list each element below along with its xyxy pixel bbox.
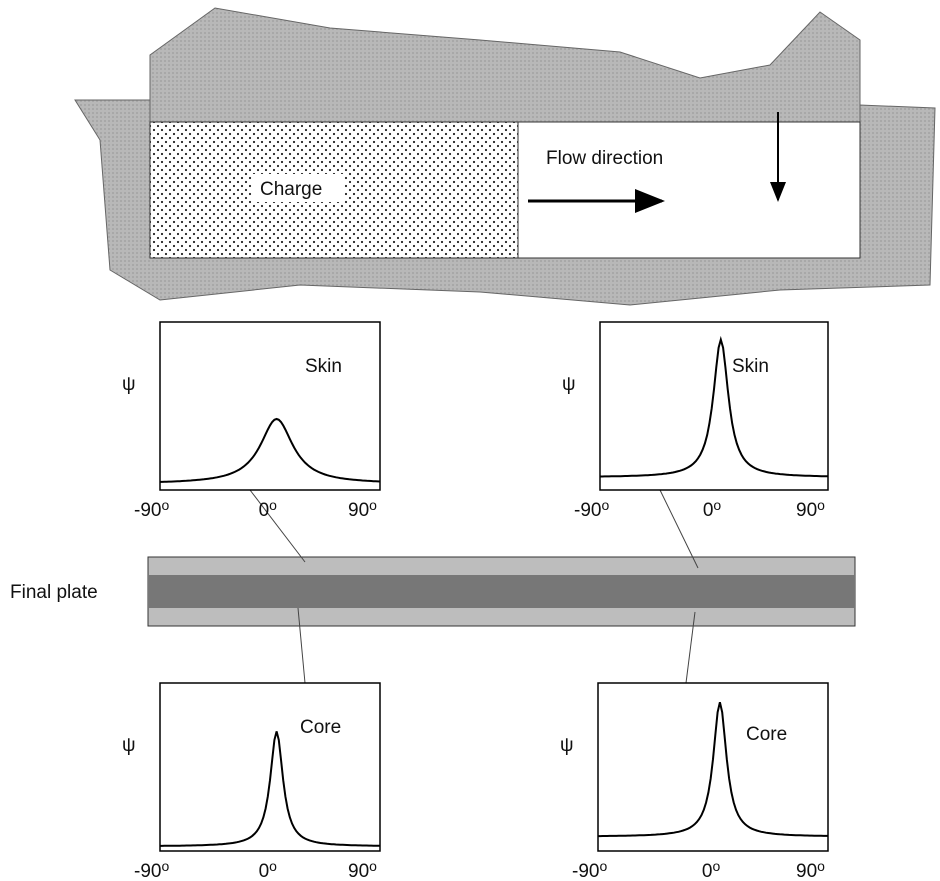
tick-label: -90o bbox=[572, 858, 607, 881]
tick-label: 90o bbox=[796, 497, 825, 521]
tick-label: 0o bbox=[259, 497, 278, 521]
distribution-curve bbox=[160, 417, 381, 483]
tick-value: -90 bbox=[134, 500, 161, 521]
tick-label: 0o bbox=[259, 858, 278, 881]
tick-label: 0o bbox=[702, 858, 721, 881]
charge-label: Charge bbox=[260, 179, 322, 200]
plate-core bbox=[148, 575, 855, 608]
tick-value: 0 bbox=[703, 500, 714, 521]
degree-mark: o bbox=[601, 497, 609, 513]
plot-frame bbox=[159, 682, 381, 852]
distribution-curve bbox=[160, 731, 380, 847]
tick-value: 0 bbox=[259, 500, 270, 521]
tick-label: 90o bbox=[348, 858, 377, 881]
tick-label: 90o bbox=[796, 858, 825, 881]
layer-label: Core bbox=[300, 717, 341, 738]
degree-mark: o bbox=[817, 497, 825, 513]
tick-value: -90 bbox=[134, 861, 161, 881]
degree-mark: o bbox=[369, 497, 377, 513]
cavity bbox=[517, 121, 861, 259]
distribution-curve bbox=[600, 335, 829, 478]
degree-mark: o bbox=[817, 858, 825, 874]
layer-label: Skin bbox=[305, 356, 342, 377]
connector bbox=[685, 611, 696, 684]
y-axis-label: ψ bbox=[122, 735, 136, 756]
degree-mark: o bbox=[713, 497, 721, 513]
plot-frame bbox=[599, 321, 829, 491]
degree-mark: o bbox=[599, 858, 607, 874]
charge-label-bg bbox=[252, 174, 344, 202]
tick-label: 90o bbox=[348, 497, 377, 521]
plate-label: Final plate bbox=[10, 582, 98, 603]
tick-value: 90 bbox=[348, 861, 369, 881]
degree-mark: o bbox=[369, 858, 377, 874]
tick-value: 0 bbox=[702, 861, 713, 881]
tick-value: -90 bbox=[572, 861, 599, 881]
tick-value: 90 bbox=[348, 500, 369, 521]
tick-value: 90 bbox=[796, 861, 817, 881]
y-axis-label: ψ bbox=[562, 374, 576, 395]
degree-mark: o bbox=[269, 858, 277, 874]
flow-label: Flow direction bbox=[546, 148, 663, 169]
tick-value: 0 bbox=[259, 861, 270, 881]
degree-mark: o bbox=[269, 497, 277, 513]
connector bbox=[249, 489, 306, 563]
mold-upper bbox=[149, 7, 861, 123]
connector bbox=[297, 607, 306, 684]
degree-mark: o bbox=[161, 497, 169, 513]
plot-frame bbox=[159, 321, 381, 491]
y-axis-label: ψ bbox=[560, 735, 574, 756]
y-axis-label: ψ bbox=[122, 374, 136, 395]
degree-mark: o bbox=[712, 858, 720, 874]
tick-value: -90 bbox=[574, 500, 601, 521]
tick-label: -90o bbox=[574, 497, 609, 521]
degree-mark: o bbox=[161, 858, 169, 874]
layer-label: Core bbox=[746, 724, 787, 745]
tick-value: 90 bbox=[796, 500, 817, 521]
distribution-curve bbox=[598, 701, 828, 838]
connector bbox=[659, 489, 699, 569]
tick-label: -90o bbox=[134, 497, 169, 521]
tick-label: 0o bbox=[703, 497, 722, 521]
layer-label: Skin bbox=[732, 356, 769, 377]
tick-label: -90o bbox=[134, 858, 169, 881]
